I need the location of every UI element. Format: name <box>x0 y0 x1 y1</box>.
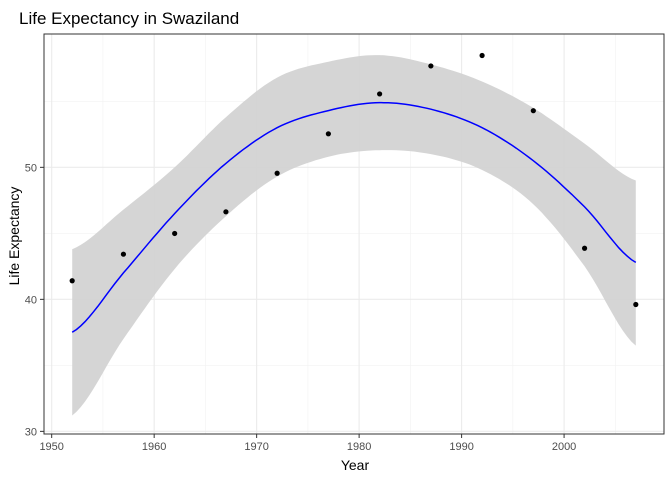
data-point-1992 <box>479 52 485 59</box>
data-point-2007 <box>633 301 639 308</box>
y-tick-label: 50 <box>25 162 37 174</box>
y-tick-label: 30 <box>25 426 37 438</box>
panel-border <box>43 33 665 435</box>
y-axis: 30 40 50 <box>25 162 44 438</box>
x-tick-label: 2000 <box>552 441 576 453</box>
x-tick-label: 1990 <box>449 441 473 453</box>
data-point-1962 <box>172 230 178 237</box>
x-axis-title: Year <box>341 457 370 473</box>
data-points <box>69 52 639 308</box>
smooth-fit-line <box>71 101 637 333</box>
chart-title: Life Expectancy in Swaziland <box>19 9 239 28</box>
y-axis-title: Life Expectancy <box>6 187 22 286</box>
x-tick-label: 1960 <box>142 441 166 453</box>
data-point-1977 <box>325 131 331 137</box>
y-tick-label: 40 <box>25 294 37 306</box>
data-point-1957 <box>120 251 127 257</box>
data-point-1952 <box>69 278 75 284</box>
data-point-1982 <box>377 91 383 97</box>
data-point-1967 <box>223 209 229 215</box>
data-point-1972 <box>274 170 280 176</box>
data-point-1997 <box>530 108 536 114</box>
data-point-2002 <box>581 245 588 251</box>
x-tick-label: 1980 <box>347 441 371 453</box>
data-point-1987 <box>428 63 434 69</box>
x-tick-label: 1950 <box>39 441 63 453</box>
confidence-ribbon <box>72 55 636 416</box>
x-axis: 1950 1960 1970 1980 1990 2000 <box>39 434 576 453</box>
x-tick-label: 1970 <box>244 441 268 453</box>
